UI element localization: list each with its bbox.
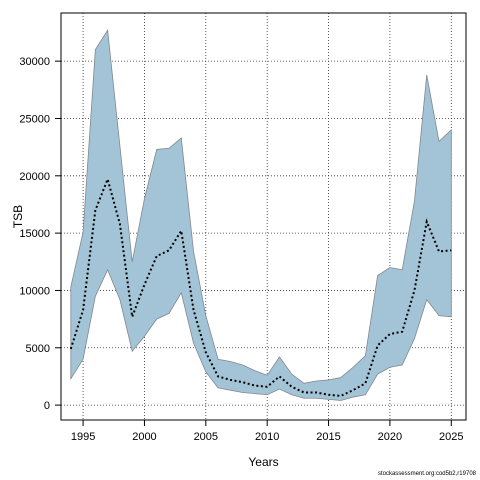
tsb-point [291,386,293,388]
tsb-point [426,220,428,222]
tsb-point [352,389,354,391]
y-tick-label: 25000 [19,113,50,125]
source-credit: stockassessment.org:cod5b2,r19708 [377,471,476,477]
estimate-line-layer [69,176,452,397]
tsb-point [70,348,72,350]
tsb-point [82,309,84,311]
x-tick-label: 2010 [255,431,279,443]
tsb-point [131,316,133,318]
tsb-point [168,249,170,251]
y-tick-label: 5000 [26,343,50,355]
x-tick-label: 2005 [194,431,218,443]
tsb-point [241,381,243,383]
tsb-point [278,375,280,377]
y-tick-label: 20000 [19,171,50,183]
x-axis-title: Years [248,455,278,469]
tsb-point [229,379,231,381]
tsb-point [364,382,366,384]
tsb-point [217,375,219,377]
tsb-point [205,351,207,353]
tsb-point [180,230,182,232]
tsb-point [413,289,415,291]
tsb-point [254,384,256,386]
tsb-point [119,223,121,225]
tsb-point [143,284,145,286]
x-tick-label: 2020 [378,431,402,443]
confidence-band-layer [70,29,452,401]
tsb-point [376,344,378,346]
tsb-point [106,178,108,180]
y-axis-title: TSB [11,205,25,228]
x-tick-label: 2015 [316,431,340,443]
tsb-point [327,394,329,396]
tsb-point [266,386,268,388]
x-axis: 1995 2000 2005 2010 2015 2020 2025 [71,420,464,443]
y-tick-label: 15000 [19,228,50,240]
tsb-point [450,249,452,251]
confidence-band [70,29,452,401]
y-tick-label: 30000 [19,56,50,68]
tsb-point [192,309,194,311]
tsb-estimate-line [69,176,452,397]
y-axis: 0 5000 10000 15000 20000 25000 30000 [19,56,61,412]
tsb-point [94,209,96,211]
tsb-point [438,250,440,252]
tsb-point [303,391,305,393]
tsb-point [156,255,158,257]
y-tick-label: 10000 [19,285,50,297]
tsb-point [315,391,317,393]
x-tick-label: 1995 [71,431,95,443]
plot-frame [60,12,467,421]
tsb-point [340,395,342,397]
x-tick-label: 2025 [439,431,463,443]
tsb-point [401,331,403,333]
y-tick-label: 0 [44,400,50,412]
tsb-point [389,333,391,335]
x-tick-label: 2000 [132,431,156,443]
